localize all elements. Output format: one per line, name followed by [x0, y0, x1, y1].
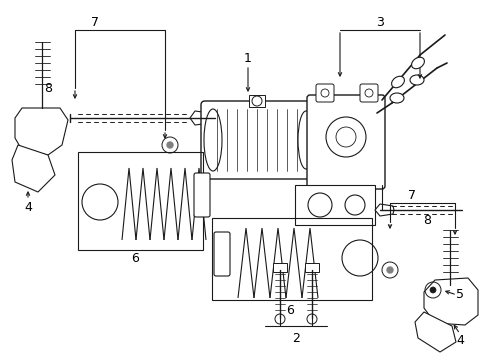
Ellipse shape: [389, 93, 403, 103]
Text: 8: 8: [422, 213, 430, 226]
Text: 3: 3: [375, 15, 383, 28]
Polygon shape: [414, 312, 455, 352]
Circle shape: [429, 287, 435, 293]
Bar: [248, 95, 264, 107]
FancyBboxPatch shape: [201, 101, 313, 179]
Text: 1: 1: [244, 51, 251, 64]
Bar: [78, 152, 203, 250]
Text: 5: 5: [455, 288, 463, 302]
Bar: [305, 263, 318, 272]
Text: 6: 6: [131, 252, 139, 265]
Text: 8: 8: [44, 81, 52, 95]
Text: 4: 4: [455, 333, 463, 346]
Polygon shape: [190, 111, 212, 125]
FancyBboxPatch shape: [214, 232, 229, 276]
Ellipse shape: [203, 109, 222, 171]
FancyBboxPatch shape: [359, 84, 377, 102]
Bar: [212, 218, 371, 300]
Text: 4: 4: [24, 201, 32, 213]
Ellipse shape: [391, 76, 404, 88]
FancyBboxPatch shape: [194, 173, 209, 217]
Ellipse shape: [411, 57, 424, 69]
Text: 2: 2: [291, 332, 299, 345]
Text: 7: 7: [91, 15, 99, 28]
Ellipse shape: [297, 111, 313, 169]
Polygon shape: [374, 204, 393, 216]
FancyBboxPatch shape: [306, 95, 384, 189]
Polygon shape: [423, 278, 477, 325]
Ellipse shape: [409, 75, 423, 85]
Polygon shape: [12, 145, 55, 192]
Polygon shape: [294, 185, 374, 225]
Text: 6: 6: [285, 303, 293, 316]
Text: 7: 7: [407, 189, 415, 202]
Bar: [272, 263, 286, 272]
Circle shape: [386, 267, 392, 273]
Circle shape: [167, 142, 173, 148]
Polygon shape: [15, 108, 68, 155]
FancyBboxPatch shape: [315, 84, 333, 102]
